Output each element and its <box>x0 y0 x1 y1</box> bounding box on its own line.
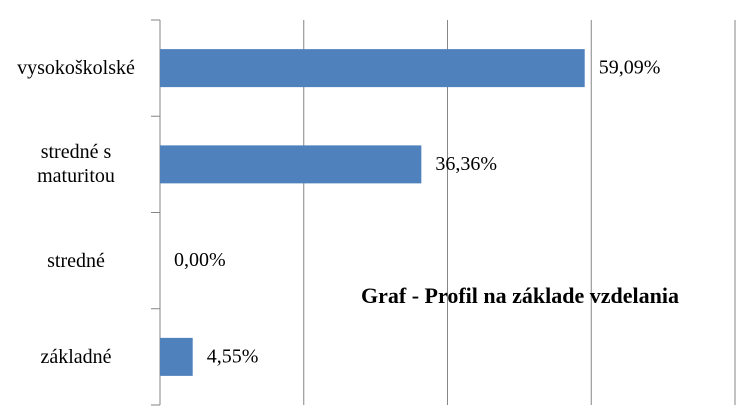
y-tick-label: základné <box>40 345 112 368</box>
y-tick-label: stredné <box>47 249 105 272</box>
chart-title: Graf - Profil na základe vzdelania <box>361 283 679 308</box>
y-tick-label: stredné s maturitou <box>37 141 115 188</box>
bar <box>160 145 422 184</box>
value-label: 36,36% <box>435 153 497 175</box>
value-label: 0,00% <box>174 249 226 271</box>
y-tick-label: vysokoškolské <box>17 57 135 80</box>
value-label: 4,55% <box>207 345 259 367</box>
value-label: 59,09% <box>599 57 661 79</box>
bar <box>160 49 585 88</box>
bar <box>160 337 193 376</box>
